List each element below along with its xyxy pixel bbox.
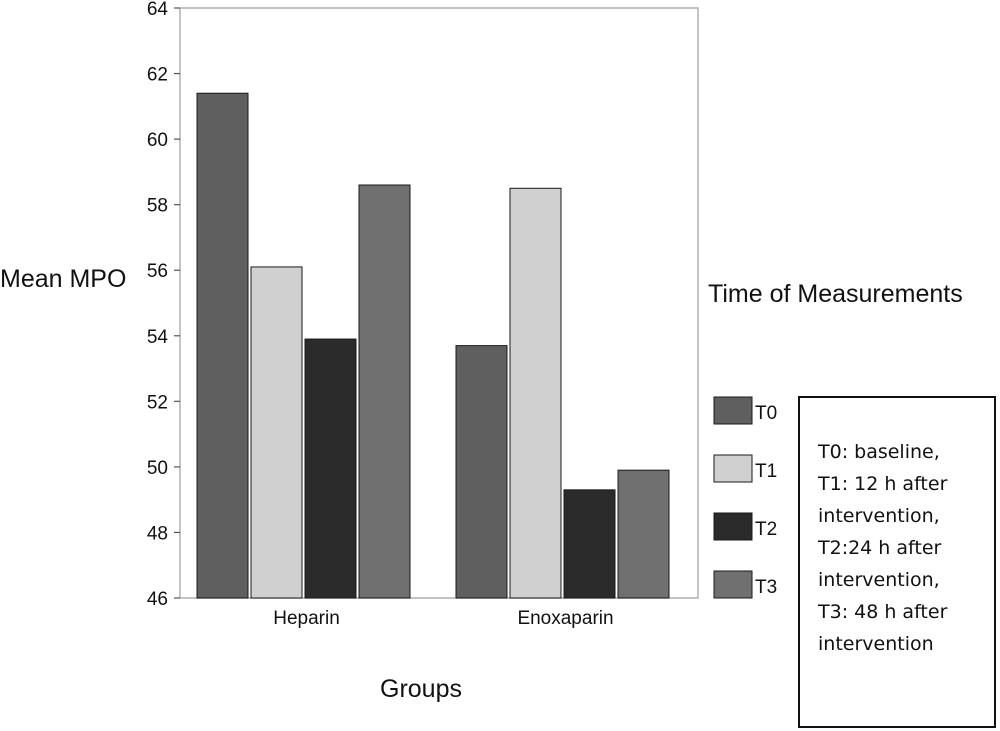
y-tick-label: 52 xyxy=(147,392,168,413)
bars xyxy=(196,92,670,599)
note-line: T0: baseline, xyxy=(818,441,940,463)
legend-swatch-t0 xyxy=(713,396,753,425)
notes-text: T0: baseline, T1: 12 h after interventio… xyxy=(818,436,947,660)
y-tick-label: 64 xyxy=(147,0,169,20)
note-line: intervention xyxy=(818,633,934,655)
legend-label-t2: T2 xyxy=(755,519,777,540)
x-tick-label: Heparin xyxy=(273,608,340,629)
legend-swatch-t2 xyxy=(713,512,753,541)
legend-label-t1: T1 xyxy=(755,461,777,482)
y-axis: 46 48 50 52 54 56 58 60 62 64 xyxy=(147,0,180,610)
y-tick-label: 60 xyxy=(147,130,168,151)
x-axis: Heparin Enoxaparin xyxy=(273,608,613,629)
bar-enoxaparin-t0 xyxy=(455,345,508,599)
y-tick-label: 58 xyxy=(147,196,168,217)
y-axis-label: Mean MPO xyxy=(0,265,126,293)
bar-heparin-t2 xyxy=(304,338,357,599)
note-line: intervention, xyxy=(818,569,940,591)
legend-label-t3: T3 xyxy=(755,577,777,598)
y-tick-label: 50 xyxy=(147,458,168,479)
bar-enoxaparin-t3 xyxy=(617,469,670,599)
legend-label-t0: T0 xyxy=(755,403,777,424)
legend-swatch-t1 xyxy=(713,454,753,483)
x-tick-label: Enoxaparin xyxy=(517,608,613,629)
x-axis-label: Groups xyxy=(380,675,462,703)
bar-heparin-t3 xyxy=(358,184,411,599)
legend-title: Time of Measurements xyxy=(708,280,963,308)
notes-box: T0: baseline, T1: 12 h after interventio… xyxy=(798,396,996,728)
y-tick-label: 54 xyxy=(147,327,169,348)
y-tick-label: 48 xyxy=(147,523,168,544)
note-line: T2:24 h after xyxy=(818,537,942,559)
bar-heparin-t1 xyxy=(250,266,303,599)
note-line: intervention, xyxy=(818,505,940,527)
note-line: T1: 12 h after xyxy=(818,473,948,495)
y-tick-label: 46 xyxy=(147,589,168,610)
legend-swatch-t3 xyxy=(713,570,753,599)
legend: T0 T1 T2 T3 xyxy=(713,396,777,599)
note-line: T3: 48 h after xyxy=(818,601,948,623)
bar-heparin-t0 xyxy=(196,92,249,599)
bar-enoxaparin-t1 xyxy=(509,187,562,599)
y-tick-label: 62 xyxy=(147,65,168,86)
bar-enoxaparin-t2 xyxy=(563,489,616,599)
y-tick-label: 56 xyxy=(147,261,168,282)
